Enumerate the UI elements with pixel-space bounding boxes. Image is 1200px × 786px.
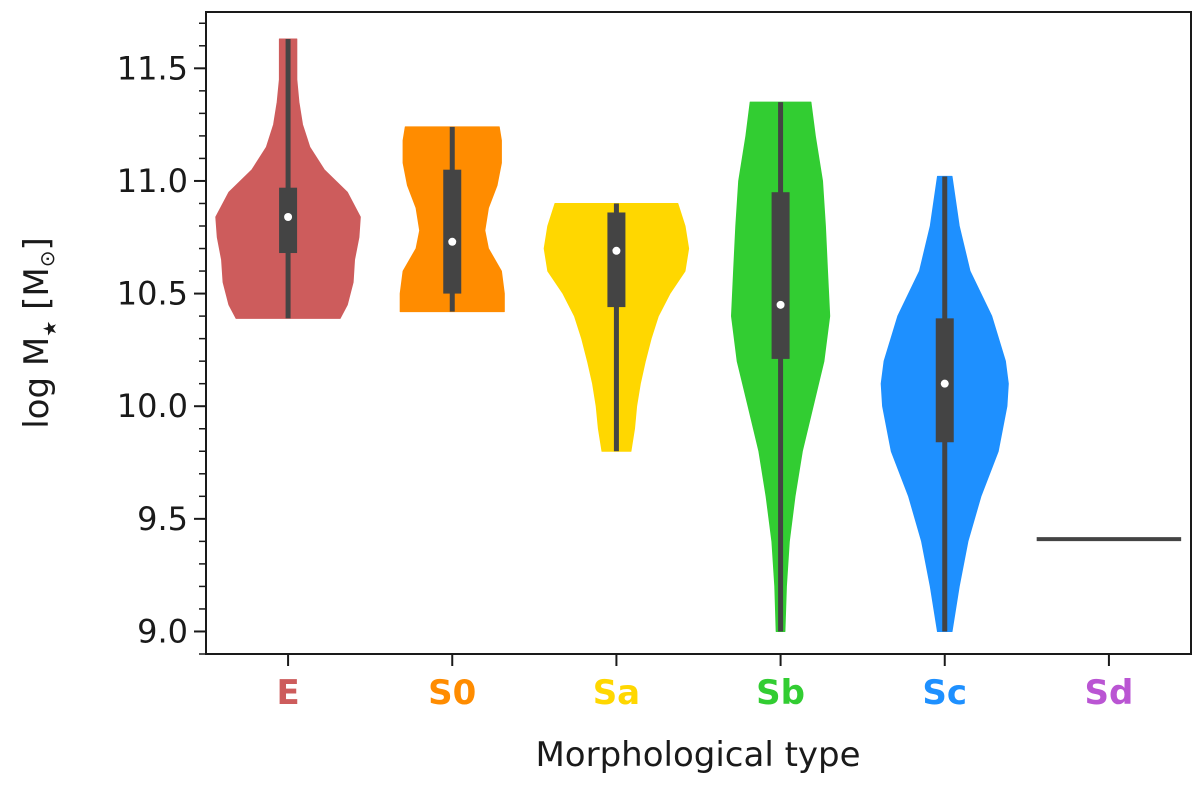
y-tick-label: 9.5 xyxy=(137,500,188,538)
x-tick-label-e: E xyxy=(276,673,299,713)
y-tick-label: 11.5 xyxy=(117,49,188,87)
median-dot xyxy=(284,212,293,221)
x-tick-label-sc: Sc xyxy=(922,673,967,713)
x-tick-label-sd: Sd xyxy=(1085,673,1134,713)
iqr-box xyxy=(443,169,462,294)
x-axis-label: Morphological type xyxy=(535,735,860,775)
violin-sc xyxy=(880,175,1009,632)
iqr-box xyxy=(607,212,626,308)
violin-sb xyxy=(731,101,831,632)
y-tick-label: 11.0 xyxy=(117,162,188,200)
y-tick-label: 9.0 xyxy=(137,612,188,650)
x-tick-label-sb: Sb xyxy=(756,673,805,713)
y-tick-label: 10.0 xyxy=(117,387,188,425)
y-axis-label-unit-close: ] xyxy=(17,237,57,250)
violin-e xyxy=(215,38,361,319)
median-dot xyxy=(776,300,785,309)
y-axis: 9.0 9.5 10.0 10.5 11.0 11.5 xyxy=(117,22,206,655)
violin-sa xyxy=(543,203,690,452)
plot-area xyxy=(215,38,1182,632)
y-axis-label-unit-subscript: ⊙ xyxy=(35,250,59,267)
y-tick-label: 10.5 xyxy=(117,275,188,313)
x-axis: E S0 Sa Sb Sc Sd xyxy=(276,654,1133,713)
median-dot xyxy=(612,246,621,255)
y-axis-label-unit-open: [M xyxy=(17,267,57,320)
iqr-box xyxy=(771,192,790,359)
x-tick-label-sa: Sa xyxy=(593,673,640,713)
median-dot xyxy=(940,379,949,388)
y-axis-label-main: log M xyxy=(17,337,57,429)
violin-s0 xyxy=(399,126,505,313)
plot-frame xyxy=(205,11,1192,655)
y-axis-label-subscript: ★ xyxy=(40,321,61,337)
x-tick-label-s0: S0 xyxy=(428,673,476,713)
median-dot xyxy=(448,237,457,246)
y-axis-label: log M★ [M⊙] xyxy=(17,237,61,429)
